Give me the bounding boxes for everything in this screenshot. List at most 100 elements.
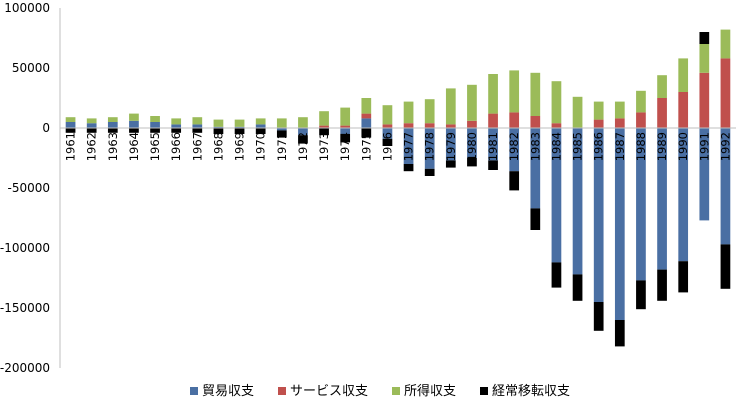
bar-segment-s3-1990 <box>678 261 689 293</box>
bar-segment-s1-1986 <box>593 119 604 128</box>
bar-segment-s0-1962 <box>86 123 97 128</box>
bar-segment-s3-1984 <box>551 262 562 288</box>
x-tick-label: 1966 <box>169 132 183 161</box>
bar-segment-s0-1983 <box>530 128 541 209</box>
x-tick-label: 1964 <box>127 132 141 161</box>
bar-segment-s2-1966 <box>171 118 182 125</box>
x-tick-label: 1962 <box>85 132 99 161</box>
x-tick-label: 1978 <box>423 132 437 161</box>
x-tick-label: 1969 <box>233 132 247 161</box>
x-tick-label: 1961 <box>64 132 78 161</box>
bar-segment-s2-1963 <box>107 117 118 122</box>
x-tick-label: 1979 <box>444 132 458 161</box>
bar-segment-s3-1966 <box>171 128 182 133</box>
bar-segment-s1-1990 <box>678 92 689 128</box>
bar-segment-s2-1990 <box>678 58 689 92</box>
bar-segment-s0-1972 <box>298 128 308 136</box>
bar-segment-s3-1987 <box>614 320 625 347</box>
bar-segment-s0-1975 <box>361 118 372 128</box>
bar-segment-s3-1988 <box>636 280 646 310</box>
bar-segment-s0-1976 <box>382 128 393 139</box>
bar-segment-s0-1982 <box>509 128 520 172</box>
bar-segment-s0-1969 <box>234 126 245 128</box>
bar-segment-s3-1964 <box>129 128 139 133</box>
bar-segment-s1-1988 <box>636 112 646 128</box>
bar-segment-s3-1986 <box>593 302 604 331</box>
bar-segment-s3-1965 <box>150 128 160 133</box>
bar-segment-s3-1978 <box>424 168 435 176</box>
bar-segment-s2-1962 <box>86 118 97 124</box>
bar-segment-s1-1981 <box>488 113 498 128</box>
x-tick-label: 1981 <box>486 132 500 161</box>
bar-segment-s3-1991 <box>699 32 710 44</box>
bars <box>65 29 731 347</box>
bar-segment-s2-1984 <box>551 81 562 124</box>
bar-segment-s3-1980 <box>467 158 477 167</box>
bar-segment-s1-1982 <box>509 112 520 128</box>
bar-segment-s3-1979 <box>445 160 456 168</box>
legend-swatch-3 <box>480 387 488 395</box>
x-tick-label: 1971 <box>275 132 289 161</box>
y-tick-label: -100000 <box>0 241 50 255</box>
bar-segment-s1-1980 <box>467 120 477 128</box>
legend-swatch-1 <box>278 387 286 395</box>
bar-segment-s2-1974 <box>340 107 351 126</box>
bar-segment-s3-1981 <box>488 160 498 170</box>
bar-segment-s3-1963 <box>107 128 118 133</box>
bar-segment-s0-1988 <box>636 128 646 281</box>
bar-segment-s2-1986 <box>593 101 604 120</box>
bar-segment-s3-1989 <box>657 269 667 301</box>
bar-segment-s1-1983 <box>530 116 541 128</box>
x-tick-label: 1975 <box>359 132 373 161</box>
legend-swatch-2 <box>392 387 400 395</box>
bar-segment-s0-1992 <box>720 128 731 245</box>
bar-segment-s2-1991 <box>699 44 710 73</box>
y-tick-label: -50000 <box>7 181 50 195</box>
bar-segment-s2-1971 <box>276 118 287 128</box>
x-tick-label: 1973 <box>317 132 331 161</box>
x-tick-label: 1980 <box>465 132 479 161</box>
bar-segment-s1-1977 <box>403 123 414 128</box>
bar-segment-s0-1991 <box>699 128 710 221</box>
bar-segment-s2-1992 <box>720 29 731 59</box>
bar-segment-s3-1961 <box>65 128 76 133</box>
bar-segment-s3-1985 <box>572 274 583 301</box>
bar-segment-s1-1973 <box>319 125 329 128</box>
bar-segment-s0-1971 <box>276 128 287 131</box>
bar-segment-s2-1977 <box>403 101 414 124</box>
bar-segment-s1-1989 <box>657 98 667 128</box>
x-tick-label: 1989 <box>655 132 669 161</box>
legend-swatch-0 <box>190 387 198 395</box>
bar-segment-s3-1969 <box>234 128 245 134</box>
legend: 貿易収支 サービス収支 所得収支 経常移転収支 <box>190 383 570 399</box>
bar-segment-s0-1979 <box>445 128 456 161</box>
bar-segment-s2-1979 <box>445 88 456 125</box>
bar-segment-s2-1988 <box>636 90 646 113</box>
bar-segment-s3-1968 <box>213 128 224 134</box>
bar-segment-s1-1978 <box>424 123 435 128</box>
legend-label-1: サービス収支 <box>290 384 368 399</box>
bar-segment-s0-1980 <box>467 128 477 158</box>
bar-segment-s3-1977 <box>403 164 414 172</box>
bar-segment-s3-1972 <box>298 135 308 144</box>
x-tick-label: 1990 <box>676 132 690 161</box>
bar-segment-s3-1973 <box>319 128 329 136</box>
bar-segment-s2-1987 <box>614 101 625 119</box>
x-tick-label: 1972 <box>296 132 310 161</box>
bar-segment-s3-1982 <box>509 171 520 191</box>
bar-segment-s0-1964 <box>129 120 139 128</box>
y-tick-label: 50000 <box>12 61 50 75</box>
bar-segment-s0-1978 <box>424 128 435 169</box>
bar-segment-s2-1965 <box>150 116 160 122</box>
x-tick-label: 1976 <box>380 132 394 161</box>
legend-label-2: 所得収支 <box>404 383 456 399</box>
bar-segment-s0-1986 <box>593 128 604 302</box>
bar-segment-s2-1970 <box>255 118 266 125</box>
bar-segment-s2-1976 <box>382 105 393 125</box>
x-tick-label: 1968 <box>211 132 225 161</box>
x-tick-label: 1965 <box>148 132 162 161</box>
bar-segment-s3-1976 <box>382 138 393 146</box>
bar-segment-s0-1977 <box>403 128 414 164</box>
bar-segment-s3-1962 <box>86 128 97 133</box>
